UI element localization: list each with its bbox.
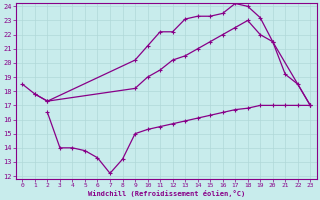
X-axis label: Windchill (Refroidissement éolien,°C): Windchill (Refroidissement éolien,°C)	[88, 190, 245, 197]
